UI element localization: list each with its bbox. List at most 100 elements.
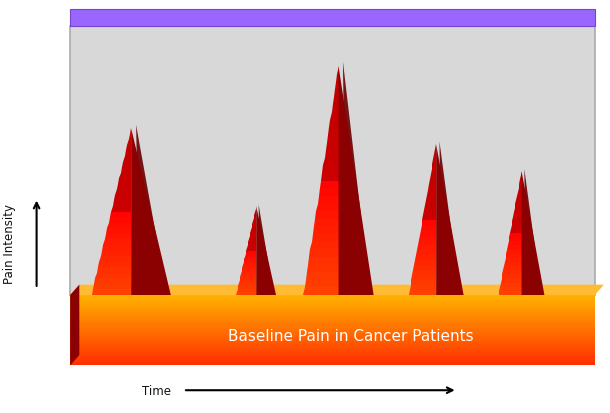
- Polygon shape: [421, 225, 436, 230]
- Polygon shape: [522, 172, 544, 295]
- Polygon shape: [70, 329, 595, 330]
- Polygon shape: [106, 229, 131, 234]
- Polygon shape: [332, 105, 339, 113]
- Polygon shape: [518, 188, 522, 192]
- Polygon shape: [250, 230, 256, 233]
- Polygon shape: [314, 219, 339, 227]
- Polygon shape: [249, 236, 256, 239]
- Polygon shape: [439, 142, 460, 295]
- Polygon shape: [431, 170, 436, 175]
- Polygon shape: [70, 298, 595, 299]
- Polygon shape: [426, 195, 436, 200]
- Polygon shape: [70, 322, 595, 323]
- Text: Baseline Pain in Cancer Patients: Baseline Pain in Cancer Patients: [228, 328, 473, 344]
- Polygon shape: [331, 113, 339, 120]
- Polygon shape: [429, 175, 436, 180]
- Polygon shape: [516, 197, 522, 201]
- Polygon shape: [70, 340, 595, 341]
- Polygon shape: [343, 62, 370, 295]
- Polygon shape: [70, 349, 595, 350]
- Polygon shape: [238, 287, 256, 290]
- Polygon shape: [503, 271, 522, 275]
- Polygon shape: [107, 223, 131, 229]
- Polygon shape: [511, 225, 522, 230]
- Polygon shape: [127, 140, 131, 145]
- Polygon shape: [102, 245, 131, 251]
- Polygon shape: [518, 184, 522, 188]
- Polygon shape: [414, 265, 436, 270]
- Polygon shape: [248, 239, 256, 242]
- Polygon shape: [239, 280, 256, 283]
- Polygon shape: [509, 237, 522, 242]
- Polygon shape: [514, 209, 522, 213]
- Polygon shape: [101, 251, 131, 256]
- Polygon shape: [70, 323, 595, 325]
- Polygon shape: [70, 318, 595, 319]
- Polygon shape: [422, 220, 436, 225]
- Polygon shape: [70, 361, 595, 362]
- Polygon shape: [506, 250, 522, 254]
- Polygon shape: [415, 255, 436, 260]
- Polygon shape: [422, 215, 436, 220]
- Polygon shape: [410, 285, 436, 290]
- Polygon shape: [70, 326, 595, 327]
- Polygon shape: [70, 295, 595, 297]
- Polygon shape: [70, 362, 595, 363]
- Polygon shape: [70, 357, 595, 358]
- Polygon shape: [114, 195, 131, 201]
- Polygon shape: [499, 291, 522, 295]
- Polygon shape: [524, 169, 542, 295]
- Polygon shape: [253, 221, 256, 224]
- Polygon shape: [70, 316, 595, 318]
- Polygon shape: [243, 260, 256, 263]
- Polygon shape: [70, 347, 595, 348]
- Polygon shape: [70, 348, 595, 349]
- Polygon shape: [97, 268, 131, 273]
- Polygon shape: [328, 128, 339, 135]
- Polygon shape: [318, 189, 339, 197]
- Polygon shape: [126, 145, 131, 151]
- Polygon shape: [306, 273, 339, 280]
- Text: Time: Time: [142, 384, 171, 397]
- Polygon shape: [70, 350, 595, 351]
- Polygon shape: [246, 248, 256, 251]
- Polygon shape: [111, 206, 131, 212]
- Polygon shape: [70, 300, 595, 301]
- Polygon shape: [70, 325, 595, 326]
- Polygon shape: [105, 234, 131, 240]
- Polygon shape: [308, 257, 339, 265]
- Polygon shape: [239, 283, 256, 287]
- Polygon shape: [237, 290, 256, 292]
- Polygon shape: [70, 301, 595, 302]
- Polygon shape: [251, 228, 256, 230]
- Polygon shape: [70, 297, 595, 298]
- Polygon shape: [70, 336, 595, 337]
- Polygon shape: [130, 129, 131, 134]
- Polygon shape: [70, 299, 595, 300]
- Polygon shape: [247, 245, 256, 248]
- Polygon shape: [70, 312, 595, 313]
- Polygon shape: [70, 314, 595, 315]
- Polygon shape: [70, 285, 604, 295]
- Polygon shape: [109, 218, 131, 223]
- Polygon shape: [416, 250, 436, 255]
- Polygon shape: [249, 233, 256, 236]
- Polygon shape: [259, 205, 274, 295]
- Text: Pain Intensity: Pain Intensity: [2, 204, 16, 284]
- Polygon shape: [70, 305, 595, 306]
- Polygon shape: [70, 319, 595, 320]
- Polygon shape: [136, 126, 167, 295]
- Polygon shape: [255, 210, 256, 213]
- Polygon shape: [433, 155, 436, 160]
- Polygon shape: [70, 332, 595, 333]
- Bar: [70, 27, 595, 295]
- Polygon shape: [70, 363, 595, 364]
- Polygon shape: [503, 266, 522, 271]
- Polygon shape: [515, 205, 522, 209]
- Polygon shape: [432, 165, 436, 170]
- Polygon shape: [113, 201, 131, 206]
- Polygon shape: [501, 275, 522, 279]
- Polygon shape: [506, 254, 522, 258]
- Polygon shape: [70, 335, 595, 336]
- Polygon shape: [123, 157, 131, 162]
